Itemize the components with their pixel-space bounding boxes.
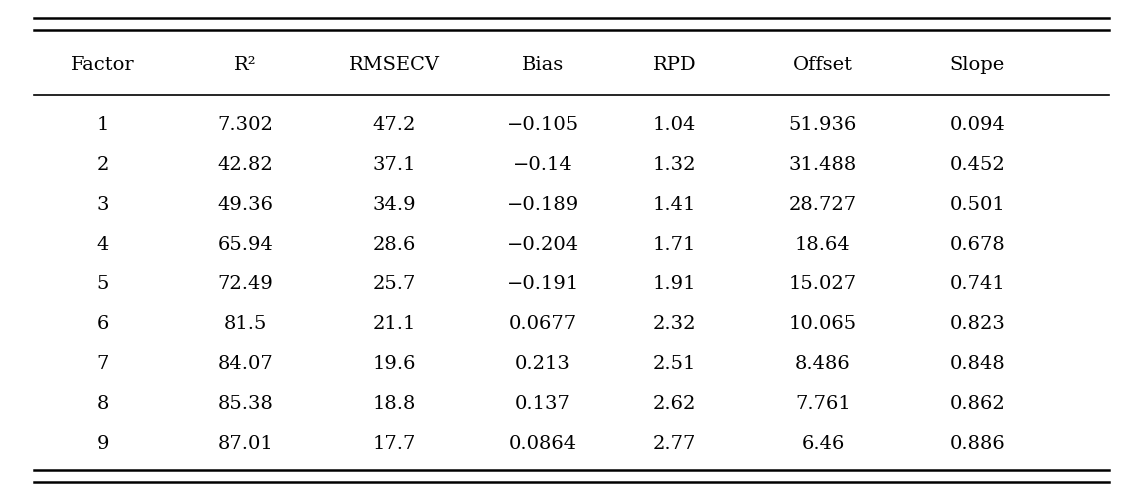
Text: 0.0677: 0.0677 — [509, 315, 577, 333]
Text: 28.727: 28.727 — [789, 196, 857, 214]
Text: 7.761: 7.761 — [796, 395, 850, 413]
Text: 0.678: 0.678 — [950, 235, 1005, 254]
Text: 72.49: 72.49 — [218, 276, 273, 293]
Text: 1: 1 — [97, 116, 109, 134]
Text: 0.0864: 0.0864 — [509, 434, 577, 452]
Text: 2.62: 2.62 — [653, 395, 696, 413]
Text: 15.027: 15.027 — [789, 276, 857, 293]
Text: 1.04: 1.04 — [653, 116, 696, 134]
Text: 0.452: 0.452 — [950, 156, 1005, 174]
Text: 18.64: 18.64 — [796, 235, 850, 254]
Text: 37.1: 37.1 — [373, 156, 416, 174]
Text: 19.6: 19.6 — [373, 355, 416, 373]
Text: 87.01: 87.01 — [218, 434, 273, 452]
Text: 34.9: 34.9 — [373, 196, 416, 214]
Text: Factor: Factor — [71, 56, 135, 74]
Text: 0.741: 0.741 — [950, 276, 1005, 293]
Text: 0.823: 0.823 — [950, 315, 1005, 333]
Text: 84.07: 84.07 — [218, 355, 273, 373]
Text: 51.936: 51.936 — [789, 116, 857, 134]
Text: 47.2: 47.2 — [373, 116, 416, 134]
Text: 4: 4 — [97, 235, 109, 254]
Text: 10.065: 10.065 — [789, 315, 857, 333]
Text: 0.501: 0.501 — [950, 196, 1005, 214]
Text: 25.7: 25.7 — [373, 276, 416, 293]
Text: 17.7: 17.7 — [373, 434, 416, 452]
Text: 5: 5 — [97, 276, 109, 293]
Text: −0.14: −0.14 — [513, 156, 573, 174]
Text: 0.213: 0.213 — [515, 355, 570, 373]
Text: −0.204: −0.204 — [506, 235, 580, 254]
Text: 7: 7 — [97, 355, 109, 373]
Text: 6.46: 6.46 — [801, 434, 845, 452]
Text: 2: 2 — [97, 156, 109, 174]
Text: −0.105: −0.105 — [506, 116, 580, 134]
Text: 1.32: 1.32 — [653, 156, 696, 174]
Text: 1.91: 1.91 — [653, 276, 696, 293]
Text: 31.488: 31.488 — [789, 156, 857, 174]
Text: 81.5: 81.5 — [224, 315, 267, 333]
Text: Slope: Slope — [950, 56, 1005, 74]
Text: 1.71: 1.71 — [653, 235, 696, 254]
Text: 18.8: 18.8 — [373, 395, 416, 413]
Text: −0.189: −0.189 — [506, 196, 580, 214]
Text: 2.51: 2.51 — [653, 355, 696, 373]
Text: 0.137: 0.137 — [515, 395, 570, 413]
Text: 0.862: 0.862 — [950, 395, 1005, 413]
Text: 2.32: 2.32 — [653, 315, 696, 333]
Text: R²: R² — [234, 56, 257, 74]
Text: 8.486: 8.486 — [796, 355, 850, 373]
Text: 28.6: 28.6 — [373, 235, 416, 254]
Text: 42.82: 42.82 — [218, 156, 273, 174]
Text: RPD: RPD — [653, 56, 696, 74]
Text: 0.848: 0.848 — [950, 355, 1005, 373]
Text: 85.38: 85.38 — [218, 395, 273, 413]
Text: Offset: Offset — [793, 56, 853, 74]
Text: 2.77: 2.77 — [653, 434, 696, 452]
Text: 49.36: 49.36 — [218, 196, 273, 214]
Text: 0.094: 0.094 — [950, 116, 1005, 134]
Text: 1.41: 1.41 — [653, 196, 696, 214]
Text: 65.94: 65.94 — [218, 235, 273, 254]
Text: 7.302: 7.302 — [218, 116, 273, 134]
Text: Bias: Bias — [522, 56, 563, 74]
Text: 21.1: 21.1 — [373, 315, 416, 333]
Text: 3: 3 — [97, 196, 109, 214]
Text: RMSECV: RMSECV — [349, 56, 440, 74]
Text: 9: 9 — [97, 434, 109, 452]
Text: −0.191: −0.191 — [506, 276, 580, 293]
Text: 8: 8 — [97, 395, 109, 413]
Text: 0.886: 0.886 — [950, 434, 1005, 452]
Text: 6: 6 — [97, 315, 109, 333]
